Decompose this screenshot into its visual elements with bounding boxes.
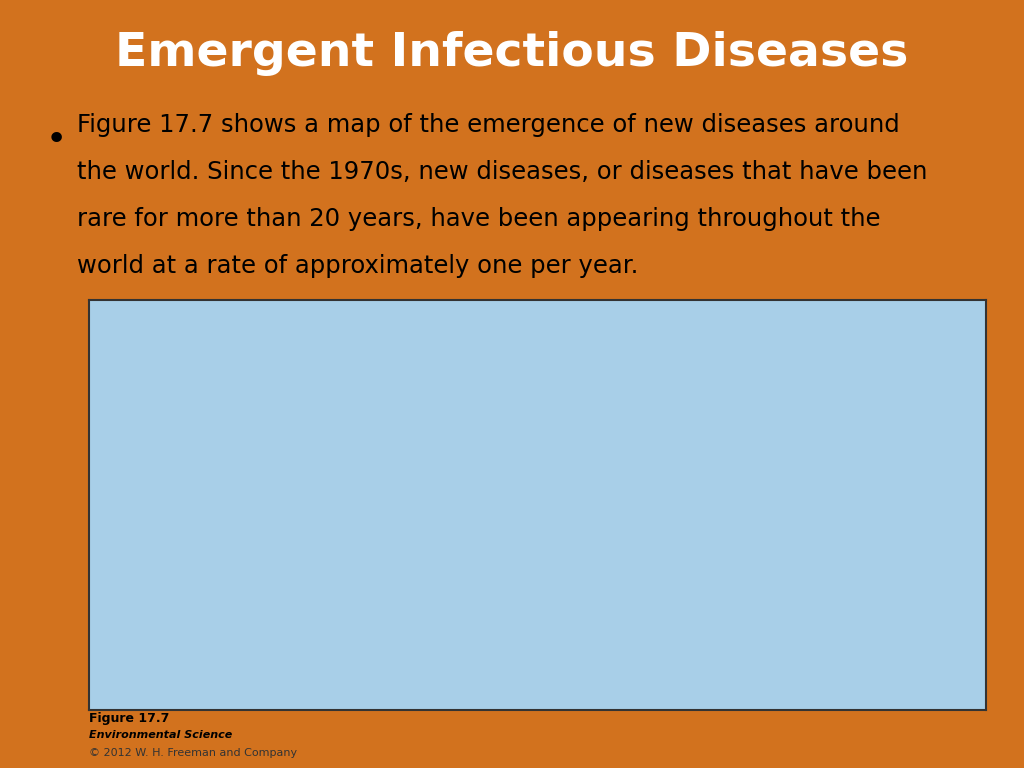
- Text: © 2012 W. H. Freeman and Company: © 2012 W. H. Freeman and Company: [89, 749, 297, 759]
- Text: •: •: [46, 123, 67, 157]
- Text: the world. Since the 1970s, new diseases, or diseases that have been: the world. Since the 1970s, new diseases…: [77, 161, 927, 184]
- Text: Emergent Infectious Diseases: Emergent Infectious Diseases: [116, 31, 908, 76]
- Text: Figure 17.7 shows a map of the emergence of new diseases around: Figure 17.7 shows a map of the emergence…: [77, 113, 899, 137]
- Text: Environmental Science: Environmental Science: [89, 730, 232, 740]
- Text: world at a rate of approximately one per year.: world at a rate of approximately one per…: [77, 254, 638, 278]
- Text: Figure 17.7: Figure 17.7: [89, 712, 169, 725]
- Text: rare for more than 20 years, have been appearing throughout the: rare for more than 20 years, have been a…: [77, 207, 881, 231]
